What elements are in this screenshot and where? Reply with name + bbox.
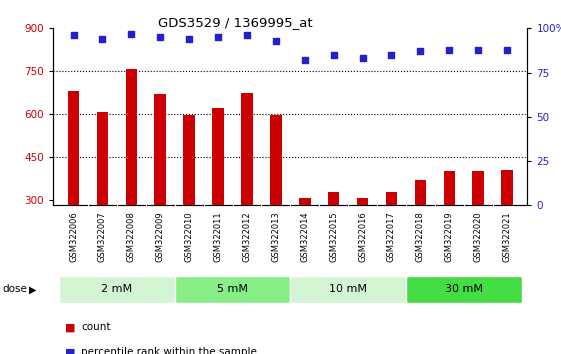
Text: GSM322011: GSM322011 bbox=[214, 211, 223, 262]
Text: GSM322009: GSM322009 bbox=[156, 211, 165, 262]
Point bbox=[300, 57, 309, 63]
Point bbox=[445, 47, 454, 52]
Text: count: count bbox=[81, 322, 111, 332]
Point bbox=[503, 47, 512, 52]
Bar bbox=[415, 180, 426, 205]
Text: dose: dose bbox=[3, 284, 27, 295]
Text: 5 mM: 5 mM bbox=[217, 284, 248, 295]
Text: 2 mM: 2 mM bbox=[102, 284, 132, 295]
Bar bbox=[154, 94, 166, 205]
Text: GSM322016: GSM322016 bbox=[358, 211, 367, 262]
Text: GSM322010: GSM322010 bbox=[185, 211, 194, 262]
Text: GSM322014: GSM322014 bbox=[300, 211, 309, 262]
Text: GDS3529 / 1369995_at: GDS3529 / 1369995_at bbox=[158, 16, 313, 29]
Text: ■: ■ bbox=[65, 322, 75, 332]
Text: GSM322017: GSM322017 bbox=[387, 211, 396, 262]
Bar bbox=[291, 276, 406, 303]
Text: GSM322019: GSM322019 bbox=[445, 211, 454, 262]
Point bbox=[473, 47, 482, 52]
Bar bbox=[241, 92, 253, 205]
Bar bbox=[502, 170, 513, 205]
Point bbox=[416, 48, 425, 54]
Point bbox=[387, 52, 396, 58]
Text: GSM322018: GSM322018 bbox=[416, 211, 425, 262]
Text: 30 mM: 30 mM bbox=[445, 284, 483, 295]
Point bbox=[358, 56, 367, 61]
Text: GSM322020: GSM322020 bbox=[473, 211, 482, 262]
Text: percentile rank within the sample: percentile rank within the sample bbox=[81, 347, 257, 354]
Text: GSM322015: GSM322015 bbox=[329, 211, 338, 262]
Point bbox=[127, 31, 136, 36]
Text: 10 mM: 10 mM bbox=[329, 284, 367, 295]
Text: ■: ■ bbox=[65, 347, 75, 354]
Bar bbox=[212, 108, 224, 205]
Bar bbox=[406, 276, 522, 303]
Bar bbox=[96, 112, 108, 205]
Bar bbox=[328, 193, 339, 205]
Point bbox=[156, 34, 165, 40]
Bar bbox=[270, 115, 282, 205]
Bar bbox=[183, 115, 195, 205]
Point bbox=[242, 33, 251, 38]
Text: GSM322007: GSM322007 bbox=[98, 211, 107, 262]
Point bbox=[69, 33, 78, 38]
Bar bbox=[299, 198, 311, 205]
Bar bbox=[444, 171, 455, 205]
Bar bbox=[357, 198, 369, 205]
Point bbox=[214, 34, 223, 40]
Point bbox=[272, 38, 280, 44]
Bar bbox=[59, 276, 174, 303]
Text: GSM322021: GSM322021 bbox=[503, 211, 512, 262]
Text: GSM322012: GSM322012 bbox=[242, 211, 251, 262]
Bar bbox=[126, 69, 137, 205]
Point bbox=[98, 36, 107, 42]
Text: GSM322013: GSM322013 bbox=[272, 211, 280, 262]
Bar bbox=[68, 91, 79, 205]
Text: GSM322006: GSM322006 bbox=[69, 211, 78, 262]
Bar bbox=[174, 276, 291, 303]
Bar bbox=[386, 193, 397, 205]
Point bbox=[329, 52, 338, 58]
Point bbox=[185, 36, 194, 42]
Bar bbox=[472, 171, 484, 205]
Text: ▶: ▶ bbox=[29, 284, 36, 295]
Text: GSM322008: GSM322008 bbox=[127, 211, 136, 262]
